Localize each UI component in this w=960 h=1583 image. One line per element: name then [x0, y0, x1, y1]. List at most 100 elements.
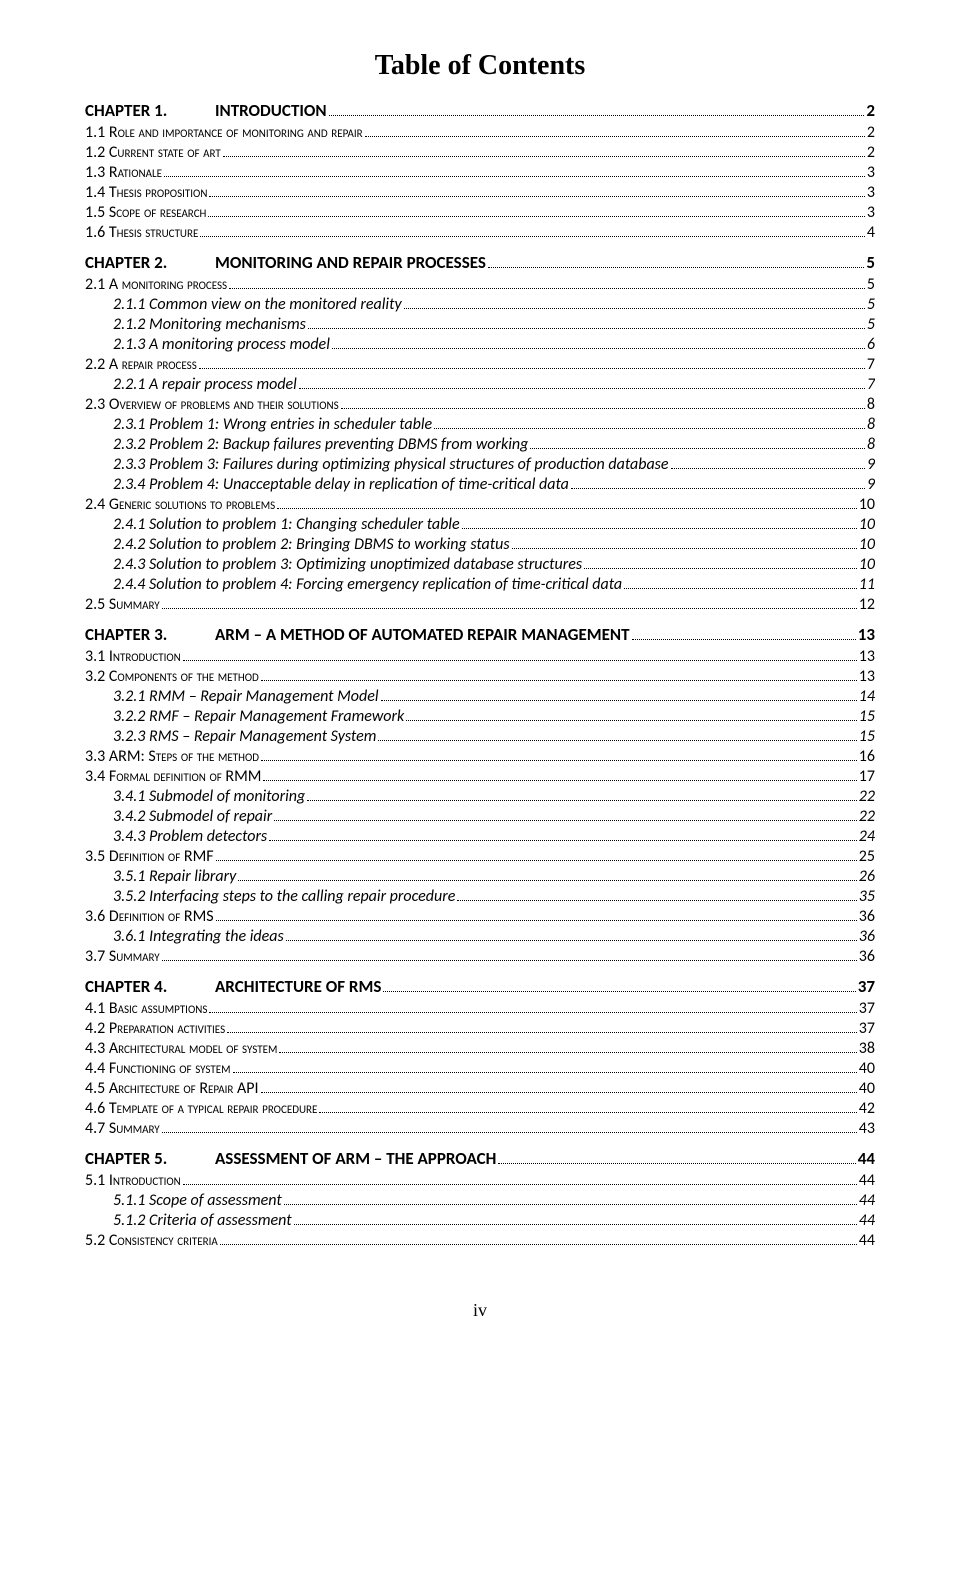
toc-subsection-title: Solution to problem 2: Bringing DBMS to … [149, 535, 510, 554]
toc-leader-dots [530, 448, 865, 449]
toc-label: 2.4.2 Solution to problem 2: Bringing DB… [113, 535, 510, 554]
toc-label: 2.1 A monitoring process [85, 275, 227, 294]
toc-label: 3.4.1 Submodel of monitoring [113, 787, 305, 806]
toc-leader-dots [162, 960, 857, 961]
toc-entry: 4.1 Basic assumptions 37 [85, 999, 875, 1018]
toc-subsection-number: 5.1.1 [113, 1191, 149, 1210]
toc-subsection-number: 2.3.1 [113, 415, 149, 434]
toc-section-number: 3.6 [85, 907, 109, 926]
toc-page-number: 7 [867, 375, 875, 394]
toc-leader-dots [286, 940, 857, 941]
toc-page-number: 25 [859, 847, 875, 866]
toc-section-title: Preparation activities [109, 1019, 225, 1038]
toc-chapter-title: MONITORING AND REPAIR PROCESSES [215, 252, 486, 273]
toc-entry: 2.1.3 A monitoring process model 6 [85, 335, 875, 354]
toc-entry: 5.2 Consistency criteria 44 [85, 1231, 875, 1250]
toc-entry: 3.7 Summary 36 [85, 947, 875, 966]
toc-subsection-number: 2.4.1 [113, 515, 149, 534]
toc-leader-dots [220, 1244, 857, 1245]
toc-page-number: 10 [859, 555, 875, 574]
toc-label: 5.1 Introduction [85, 1171, 181, 1190]
toc-page-number: 40 [859, 1079, 875, 1098]
toc-section-number: 4.1 [85, 999, 109, 1018]
toc-page-number: 11 [859, 575, 875, 594]
toc-leader-dots [208, 216, 864, 217]
toc-page-number: 44 [858, 1148, 875, 1169]
toc-page-number: 5 [867, 315, 875, 334]
toc-page-number: 13 [859, 647, 875, 666]
toc-entry: 3.5 Definition of RMF 25 [85, 847, 875, 866]
toc-section-number: 1.3 [85, 163, 109, 182]
toc-entry: 3.1 Introduction 13 [85, 647, 875, 666]
toc-leader-dots [457, 900, 856, 901]
toc-section-title: Definition of RMF [109, 847, 214, 866]
toc-section-title: Summary [109, 947, 160, 966]
toc-leader-dots [632, 639, 856, 640]
toc-entry: 3.4.1 Submodel of monitoring 22 [85, 787, 875, 806]
toc-subsection-title: Solution to problem 3: Optimizing unopti… [149, 555, 582, 574]
toc-label: 3.4.3 Problem detectors [113, 827, 267, 846]
toc-page-number: 40 [859, 1059, 875, 1078]
toc-entry: 1.5 Scope of research 3 [85, 203, 875, 222]
toc-section-title: Formal definition of RMM [109, 767, 262, 786]
toc-label: 3.7 Summary [85, 947, 160, 966]
toc-section-title: Generic solutions to problems [109, 495, 275, 514]
toc-entry: 2.4 Generic solutions to problems 10 [85, 495, 875, 514]
toc-entry: 2.1.2 Monitoring mechanisms 5 [85, 315, 875, 334]
toc-section-number: 1.6 [85, 223, 109, 242]
toc-leader-dots [584, 568, 857, 569]
toc-page-number: 14 [859, 687, 875, 706]
toc-entry: 5.1.1 Scope of assessment 44 [85, 1191, 875, 1210]
toc-section-title: Scope of research [109, 203, 207, 222]
toc-page-number: 3 [867, 183, 875, 202]
toc-leader-dots [404, 308, 865, 309]
toc-leader-dots [307, 800, 857, 801]
toc-label: 2.5 Summary [85, 595, 160, 614]
toc-page-number: 5 [866, 252, 875, 273]
toc-page-number: 9 [867, 455, 875, 474]
toc-section-number: 4.6 [85, 1099, 109, 1118]
toc-section-number: 3.1 [85, 647, 109, 666]
toc-section-title: Rationale [109, 163, 162, 182]
toc-label: 2.1.3 A monitoring process model [113, 335, 330, 354]
toc-page-number: 9 [867, 475, 875, 494]
toc-leader-dots [263, 780, 856, 781]
toc-entry: 3.6 Definition of RMS 36 [85, 907, 875, 926]
toc-entry: 2.2 A repair process 7 [85, 355, 875, 374]
toc-page-number: 36 [859, 907, 875, 926]
toc-leader-dots [341, 408, 865, 409]
toc-page-number: 10 [859, 535, 875, 554]
toc-entry: 3.4.2 Submodel of repair 22 [85, 807, 875, 826]
toc-section-number: 4.2 [85, 1019, 109, 1038]
toc-leader-dots [209, 196, 864, 197]
toc-label: 5.2 Consistency criteria [85, 1231, 218, 1250]
toc-page-number: 35 [859, 887, 875, 906]
toc-entry: 2.3 Overview of problems and their solut… [85, 395, 875, 414]
toc-subsection-title: RMS – Repair Management System [149, 727, 376, 746]
toc-leader-dots [274, 820, 857, 821]
toc-page-number: 44 [859, 1191, 875, 1210]
toc-leader-dots [216, 920, 857, 921]
toc-page-number: 2 [867, 123, 875, 142]
toc-entry: 2.2.1 A repair process model 7 [85, 375, 875, 394]
toc-entry: 1.1 Role and importance of monitoring an… [85, 123, 875, 142]
toc-leader-dots [512, 548, 857, 549]
toc-leader-dots [277, 508, 857, 509]
toc-section-title: Thesis proposition [109, 183, 208, 202]
toc-entry: 2.4.4 Solution to problem 4: Forcing eme… [85, 575, 875, 594]
toc-section-title: Consistency criteria [109, 1231, 218, 1250]
toc-label: 2.4 Generic solutions to problems [85, 495, 275, 514]
toc-label: 3.2 Components of the method [85, 667, 259, 686]
toc-chapter-title: ARCHITECTURE OF RMS [215, 976, 381, 997]
toc-leader-dots [294, 1224, 857, 1225]
toc-label: 2.4.3 Solution to problem 3: Optimizing … [113, 555, 582, 574]
toc-section-title: Overview of problems and their solutions [109, 395, 339, 414]
toc-entry: 2.3.3 Problem 3: Failures during optimiz… [85, 455, 875, 474]
toc-leader-dots [183, 660, 857, 661]
toc-label: CHAPTER 1.INTRODUCTION [85, 100, 327, 121]
toc-page-number: 17 [859, 767, 875, 786]
toc-subsection-number: 3.6.1 [113, 927, 149, 946]
toc-label: 3.5.1 Repair library [113, 867, 236, 886]
toc-subsection-title: Problem detectors [149, 827, 267, 846]
toc-entry: 3.5.1 Repair library 26 [85, 867, 875, 886]
